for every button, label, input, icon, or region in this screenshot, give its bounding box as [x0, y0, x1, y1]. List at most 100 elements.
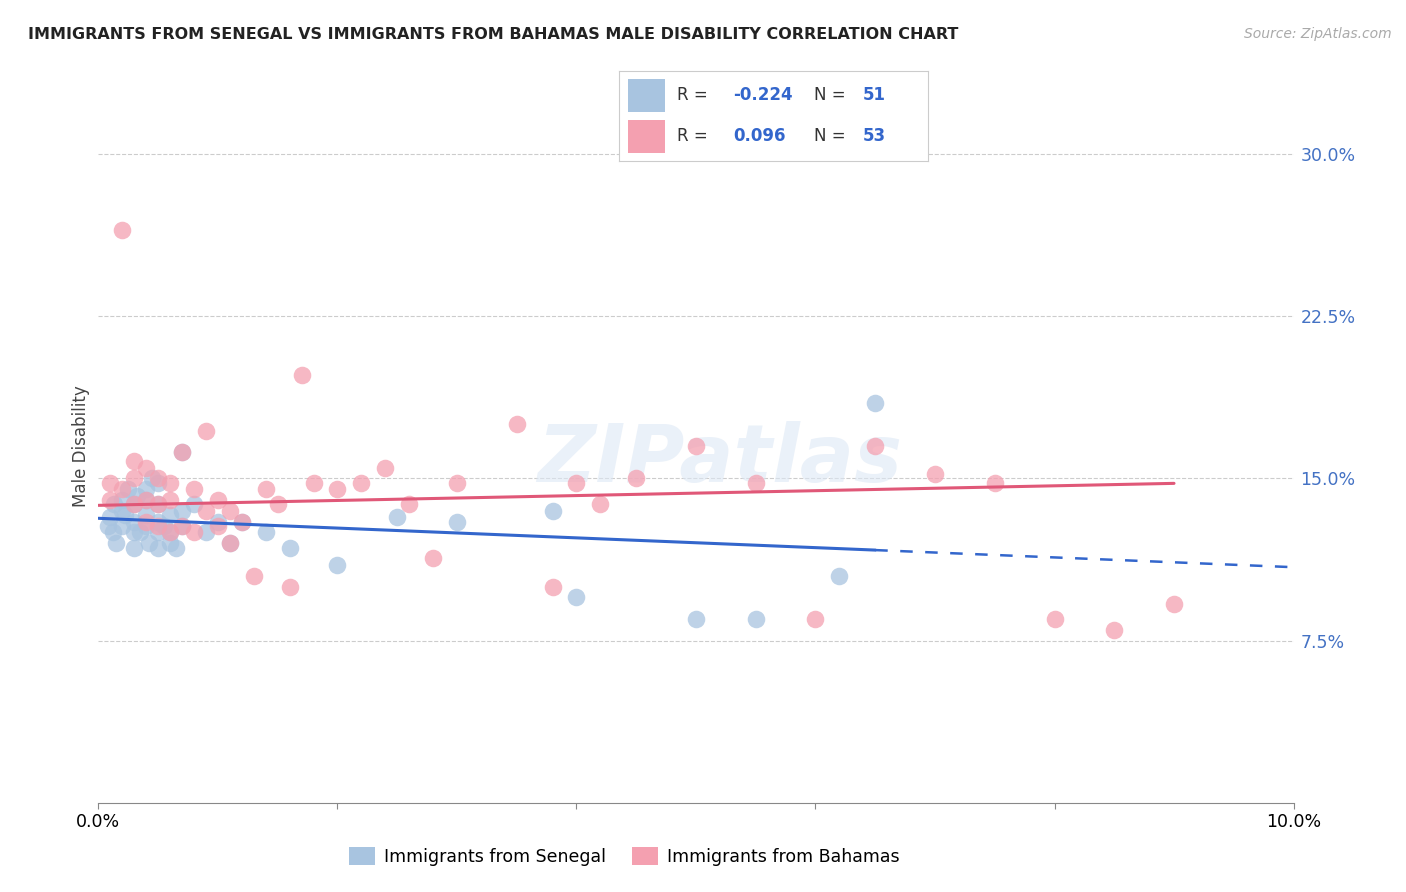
- Point: [148, 519, 170, 533]
- Legend: Immigrants from Senegal, Immigrants from Bahamas: Immigrants from Senegal, Immigrants from…: [342, 840, 907, 872]
- Point: [302, 475, 325, 490]
- Point: [231, 515, 253, 529]
- Point: [350, 475, 373, 490]
- Point: [865, 396, 887, 410]
- Point: [100, 493, 122, 508]
- Point: [125, 489, 148, 503]
- Point: [135, 460, 157, 475]
- Point: [103, 497, 125, 511]
- Point: [183, 525, 205, 540]
- Text: R =: R =: [678, 128, 713, 145]
- Point: [254, 482, 277, 496]
- Point: [148, 541, 170, 555]
- Point: [159, 525, 181, 540]
- Point: [183, 497, 205, 511]
- Point: [138, 536, 160, 550]
- Point: [446, 475, 468, 490]
- FancyBboxPatch shape: [628, 120, 665, 153]
- Text: N =: N =: [814, 128, 851, 145]
- Point: [291, 368, 314, 382]
- Point: [1163, 597, 1185, 611]
- Point: [97, 519, 120, 533]
- Point: [153, 519, 176, 533]
- Point: [385, 510, 409, 524]
- Point: [422, 551, 444, 566]
- Point: [745, 475, 768, 490]
- Point: [1104, 623, 1126, 637]
- Text: IMMIGRANTS FROM SENEGAL VS IMMIGRANTS FROM BAHAMAS MALE DISABILITY CORRELATION C: IMMIGRANTS FROM SENEGAL VS IMMIGRANTS FR…: [28, 27, 959, 42]
- Point: [141, 471, 163, 485]
- Text: 0.096: 0.096: [733, 128, 786, 145]
- Point: [278, 580, 301, 594]
- Point: [100, 475, 122, 490]
- Point: [135, 519, 157, 533]
- Point: [195, 525, 218, 540]
- Text: N =: N =: [814, 87, 851, 104]
- Point: [111, 519, 134, 533]
- Point: [207, 519, 229, 533]
- Point: [172, 445, 194, 459]
- Point: [254, 525, 277, 540]
- Point: [446, 515, 468, 529]
- Point: [172, 445, 194, 459]
- Point: [924, 467, 946, 482]
- Point: [745, 612, 768, 626]
- Text: ZIPatlas: ZIPatlas: [537, 421, 903, 500]
- Point: [541, 580, 564, 594]
- Point: [541, 504, 564, 518]
- Point: [135, 493, 157, 508]
- Point: [207, 515, 229, 529]
- Point: [124, 497, 146, 511]
- Text: Source: ZipAtlas.com: Source: ZipAtlas.com: [1244, 27, 1392, 41]
- Point: [148, 497, 170, 511]
- Point: [326, 558, 349, 572]
- Point: [195, 424, 218, 438]
- Point: [865, 439, 887, 453]
- Point: [267, 497, 290, 511]
- Point: [278, 541, 301, 555]
- Text: R =: R =: [678, 87, 713, 104]
- Point: [135, 515, 157, 529]
- Point: [111, 504, 134, 518]
- Point: [135, 482, 157, 496]
- Point: [124, 525, 146, 540]
- Point: [589, 497, 612, 511]
- Point: [105, 536, 128, 550]
- Point: [231, 515, 253, 529]
- Point: [565, 475, 588, 490]
- Point: [207, 493, 229, 508]
- Point: [159, 508, 181, 523]
- Point: [172, 504, 194, 518]
- Point: [159, 493, 181, 508]
- Point: [159, 536, 181, 550]
- Point: [111, 223, 134, 237]
- Point: [100, 510, 122, 524]
- Point: [506, 417, 529, 432]
- Point: [219, 536, 242, 550]
- Point: [148, 471, 170, 485]
- Point: [148, 515, 170, 529]
- Point: [124, 454, 146, 468]
- Point: [398, 497, 420, 511]
- Point: [626, 471, 648, 485]
- Point: [111, 482, 134, 496]
- Point: [159, 525, 181, 540]
- FancyBboxPatch shape: [628, 79, 665, 112]
- Y-axis label: Male Disability: Male Disability: [72, 385, 90, 507]
- Point: [111, 493, 134, 508]
- Point: [124, 497, 146, 511]
- Point: [124, 471, 146, 485]
- Point: [685, 612, 707, 626]
- Point: [135, 508, 157, 523]
- Point: [148, 497, 170, 511]
- Point: [565, 591, 588, 605]
- Point: [124, 541, 146, 555]
- Point: [135, 493, 157, 508]
- Point: [183, 482, 205, 496]
- Point: [374, 460, 396, 475]
- Text: 53: 53: [863, 128, 886, 145]
- Point: [172, 519, 194, 533]
- Point: [159, 475, 181, 490]
- Point: [828, 568, 851, 582]
- Point: [124, 515, 146, 529]
